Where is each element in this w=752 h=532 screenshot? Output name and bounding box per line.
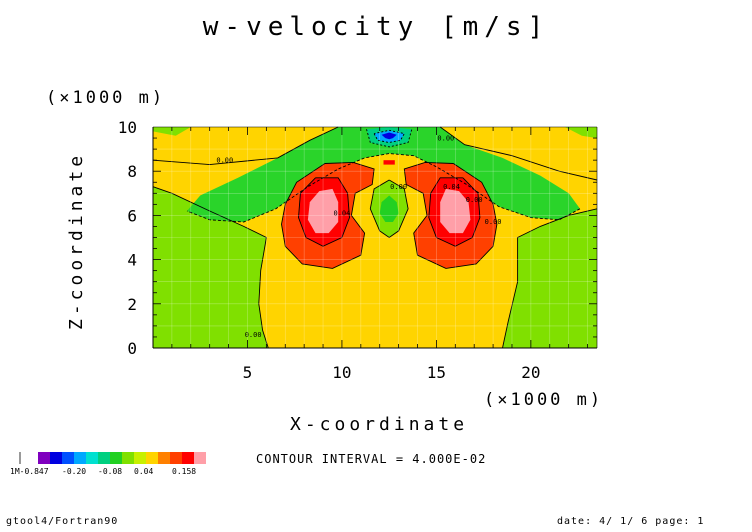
contour-top-minimum [366, 129, 413, 148]
zero-contour-right-flank [502, 208, 598, 349]
contour-right-core-inner [428, 177, 481, 247]
x-tick-label-20: 20 [521, 363, 540, 382]
contour-right-core [403, 161, 498, 269]
colorbar-tick-label-1: -0.20 [62, 467, 86, 476]
y-tick-label-2: 2 [127, 295, 137, 314]
y-tick-label-4: 4 [127, 251, 137, 270]
downdraft-arch-region [187, 127, 580, 222]
x-axis-unit: (×1000 m) [484, 390, 604, 410]
y-tick-label-0: 0 [127, 339, 137, 358]
contour-interval-text: CONTOUR INTERVAL = 4.000E-02 [256, 452, 487, 466]
right-flank-region [502, 208, 597, 348]
contour-label-6: 0.04 [334, 209, 351, 217]
colorbar-swatch-8 [134, 452, 146, 464]
y-tick-label-8: 8 [127, 162, 137, 181]
top-minimum-core-region [381, 132, 397, 140]
center-red-spot-region [383, 160, 395, 165]
contour-left-core [281, 161, 375, 269]
footer-right: date: 4/ 1/ 6 page: 1 [557, 516, 705, 527]
contour-label-5: 0.00 [390, 183, 407, 191]
zero-contour-left-flank [152, 186, 269, 349]
contour-label-1: 0.00 [437, 134, 454, 142]
colorbar-swatch-3 [74, 452, 86, 464]
left-updraft-core-region [307, 188, 339, 234]
colorbar-swatch-6 [110, 452, 122, 464]
top-left-corner-region [153, 127, 191, 136]
colorbar-swatch-11 [170, 452, 182, 464]
central-downdraft-core-region [379, 195, 399, 222]
colorbar-swatch-5 [98, 452, 110, 464]
colorbar-swatch-4 [86, 452, 98, 464]
x-axis-label: X-coordinate [290, 414, 469, 435]
colorbar-tick-label-2: -0.08 [98, 467, 122, 476]
contour-left-core-inner [298, 177, 350, 247]
y-axis-unit: (×1000 m) [46, 88, 166, 108]
colorbar-swatch-10 [158, 452, 170, 464]
contour-label-4: 0.00 [466, 196, 483, 204]
top-right-corner-region [564, 127, 597, 139]
colorbar-swatch-2 [62, 452, 74, 464]
colorbar-swatch-13 [194, 452, 206, 464]
contour-central-downdraft [369, 179, 409, 239]
y-tick-label-6: 6 [127, 206, 137, 225]
zero-contour-upper-arch [152, 126, 339, 166]
contour-lines [152, 126, 598, 349]
colorbar: 1M-0.847 -0.20 -0.08 0.04 0.158 [10, 452, 206, 476]
x-tick-label-10: 10 [332, 363, 351, 382]
colorbar-swatch-9 [146, 452, 158, 464]
grid [153, 127, 597, 348]
colorbar-tick-label-3: 0.04 [134, 467, 153, 476]
contour-label-3: 0.00 [485, 218, 502, 226]
colorbar-swatch-0 [38, 452, 50, 464]
negative-contour-arch [186, 153, 581, 223]
y-tick-label-10: 10 [118, 118, 137, 137]
contour-label-0: 0.00 [216, 156, 233, 164]
contour-labels: 0.00 0.00 0.00 0.00 0.00 0.00 0.04 0.04 [216, 134, 501, 339]
x-tick-label-5: 5 [243, 363, 253, 382]
x-tick-label-15: 15 [427, 363, 446, 382]
contour-top-minimum-inner [373, 129, 405, 143]
chart-title: w-velocity [m/s] [202, 12, 550, 42]
colorbar-swatch-1 [50, 452, 62, 464]
colorbar-swatch-12 [182, 452, 194, 464]
left-flank-region [153, 186, 269, 348]
axes: 5 10 15 20 0 2 4 6 8 10 [118, 118, 598, 382]
colorbar-tick-label-4: 0.158 [172, 467, 196, 476]
zero-contour-upper-arch-right [439, 126, 598, 181]
footer-left: gtool4/Fortran90 [6, 516, 119, 527]
contour-label-2: 0.00 [245, 331, 262, 339]
colorbar-tick-label-0: 1M-0.847 [10, 467, 49, 476]
contour-label-7: 0.04 [443, 183, 460, 191]
right-updraft-core-region [440, 188, 471, 234]
colorbar-swatch-7 [122, 452, 134, 464]
